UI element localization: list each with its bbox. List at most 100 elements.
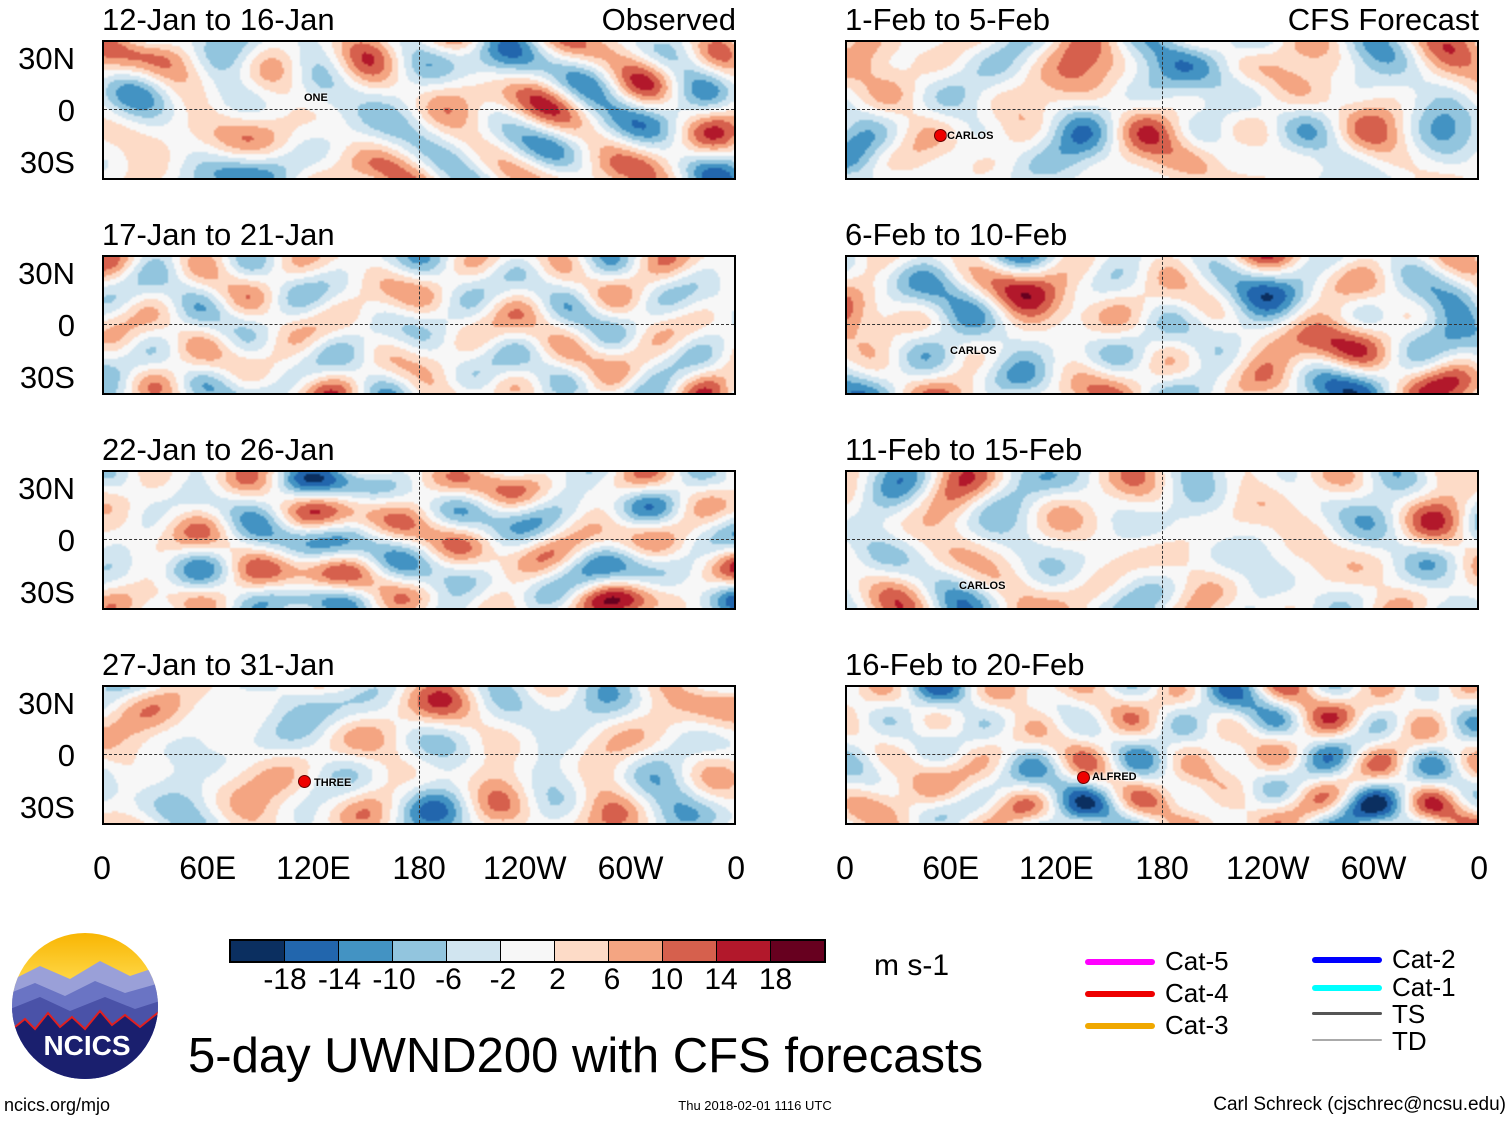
lon-label: 0 <box>1470 850 1489 886</box>
lat-label: 30S <box>19 575 75 610</box>
lon-label: 120W <box>1226 850 1310 886</box>
legend-line-cat-1 <box>1312 985 1382 991</box>
legend-line-ts <box>1312 1012 1382 1015</box>
legend-line-td <box>1312 1039 1382 1041</box>
dateline <box>1162 472 1163 608</box>
colorbar-units: m s-1 <box>874 949 949 982</box>
colorbar-tick-label: -6 <box>435 963 462 996</box>
lat-label: 30N <box>18 41 75 76</box>
lon-label: 60W <box>597 850 664 886</box>
colorbar-tick-label: 6 <box>603 963 621 996</box>
dateline <box>1162 257 1163 393</box>
lat-label: 30N <box>18 471 75 506</box>
colorbar-swatch <box>231 941 285 961</box>
legend-label: Cat-4 <box>1165 978 1229 1008</box>
lat-label: 0 <box>57 93 75 128</box>
legend-line-cat-4 <box>1085 991 1155 997</box>
lon-label: 120E <box>276 850 351 886</box>
colorbar-swatch <box>609 941 663 961</box>
legend-label: TS <box>1392 999 1426 1029</box>
colorbar-swatch <box>663 941 717 961</box>
panel-title: 16-Feb to 20-Feb <box>845 647 1085 682</box>
legend-label: TD <box>1392 1026 1427 1056</box>
colorbar-swatch <box>447 941 501 961</box>
panel-title: 27-Jan to 31-Jan <box>102 647 335 682</box>
map-panel <box>102 255 736 395</box>
footer-timestamp: Thu 2018-02-01 1116 UTC <box>678 1098 832 1113</box>
lon-label: 180 <box>392 850 446 886</box>
lat-label: 30S <box>19 145 75 180</box>
footer-url[interactable]: ncics.org/mjo <box>4 1095 111 1115</box>
map-panel: THREE <box>102 685 736 825</box>
colorbar-tick-label: 18 <box>758 963 793 996</box>
lon-label: 60W <box>1340 850 1407 886</box>
lon-label: 60E <box>179 850 237 886</box>
legend-line-cat-3 <box>1085 1023 1155 1029</box>
forecast-label: CFS Forecast <box>1287 2 1479 37</box>
colorbar-swatch <box>501 941 555 961</box>
storm-label: CARLOS <box>959 580 1006 592</box>
panel-title: 22-Jan to 26-Jan <box>102 432 335 467</box>
storm-label: CARLOS <box>950 345 997 357</box>
storm-label: ONE <box>304 92 328 104</box>
footer-credit: Carl Schreck (cjschrec@ncsu.edu) <box>1213 1094 1506 1115</box>
map-panel <box>102 470 736 610</box>
dateline <box>419 42 420 178</box>
colorbar-swatch <box>771 941 824 961</box>
lat-label: 30N <box>18 256 75 291</box>
dateline <box>419 472 420 608</box>
dateline <box>419 257 420 393</box>
lon-label: 0 <box>727 850 746 886</box>
lat-label: 0 <box>57 308 75 343</box>
colorbar-tick-label: -14 <box>317 963 362 996</box>
colorbar-tick-label: -10 <box>372 963 416 996</box>
storm-marker-icon <box>298 775 311 788</box>
storm-marker-icon <box>934 129 947 142</box>
lon-label: 0 <box>93 850 111 886</box>
colorbar-swatch <box>555 941 609 961</box>
storm-label: CARLOS <box>947 130 994 142</box>
lon-label: 120E <box>1019 850 1094 886</box>
map-panel: CARLOS <box>845 255 1479 395</box>
colorbar-swatch <box>393 941 447 961</box>
legend-label: Cat-1 <box>1392 972 1456 1002</box>
colorbar <box>229 939 826 963</box>
legend-label: Cat-5 <box>1165 946 1229 976</box>
lat-label: 30S <box>19 790 75 825</box>
lon-label: 0 <box>836 850 854 886</box>
panel-title: 17-Jan to 21-Jan <box>102 217 335 252</box>
colorbar-tick-label: -18 <box>263 963 307 996</box>
colorbar-tick-label: -2 <box>489 963 517 996</box>
storm-label: THREE <box>314 777 352 789</box>
figure-title: 5-day UWND200 with CFS forecasts <box>188 1029 984 1083</box>
map-panel: ALFRED <box>845 685 1479 825</box>
colorbar-tick-label: 10 <box>649 963 684 996</box>
colorbar-tick-label: 2 <box>549 963 566 996</box>
lat-label: 0 <box>57 523 75 558</box>
legend-label: Cat-2 <box>1392 944 1456 974</box>
observed-label: Observed <box>601 2 736 37</box>
dateline <box>1162 42 1163 178</box>
colorbar-swatch <box>339 941 393 961</box>
lat-label: 0 <box>57 738 75 773</box>
lat-label: 30S <box>19 360 75 395</box>
dateline <box>419 687 420 823</box>
ncics-logo: NCICS <box>12 933 158 1079</box>
storm-label: ALFRED <box>1092 771 1137 783</box>
lon-label: 60E <box>922 850 980 886</box>
map-panel: CARLOS <box>845 40 1479 180</box>
colorbar-swatch <box>717 941 771 961</box>
dateline <box>1162 687 1163 823</box>
colorbar-tick-label: 14 <box>704 963 738 996</box>
lon-label: 180 <box>1135 850 1189 886</box>
panel-title: 6-Feb to 10-Feb <box>845 217 1068 252</box>
svg-text:NCICS: NCICS <box>43 1030 130 1061</box>
lat-label: 30N <box>18 686 75 721</box>
legend-line-cat-5 <box>1085 959 1155 965</box>
storm-marker-icon <box>1077 771 1090 784</box>
map-panel: ONE <box>102 40 736 180</box>
colorbar-swatch <box>285 941 339 961</box>
lon-label: 120W <box>483 850 567 886</box>
panel-title: 1-Feb to 5-Feb <box>845 2 1051 37</box>
